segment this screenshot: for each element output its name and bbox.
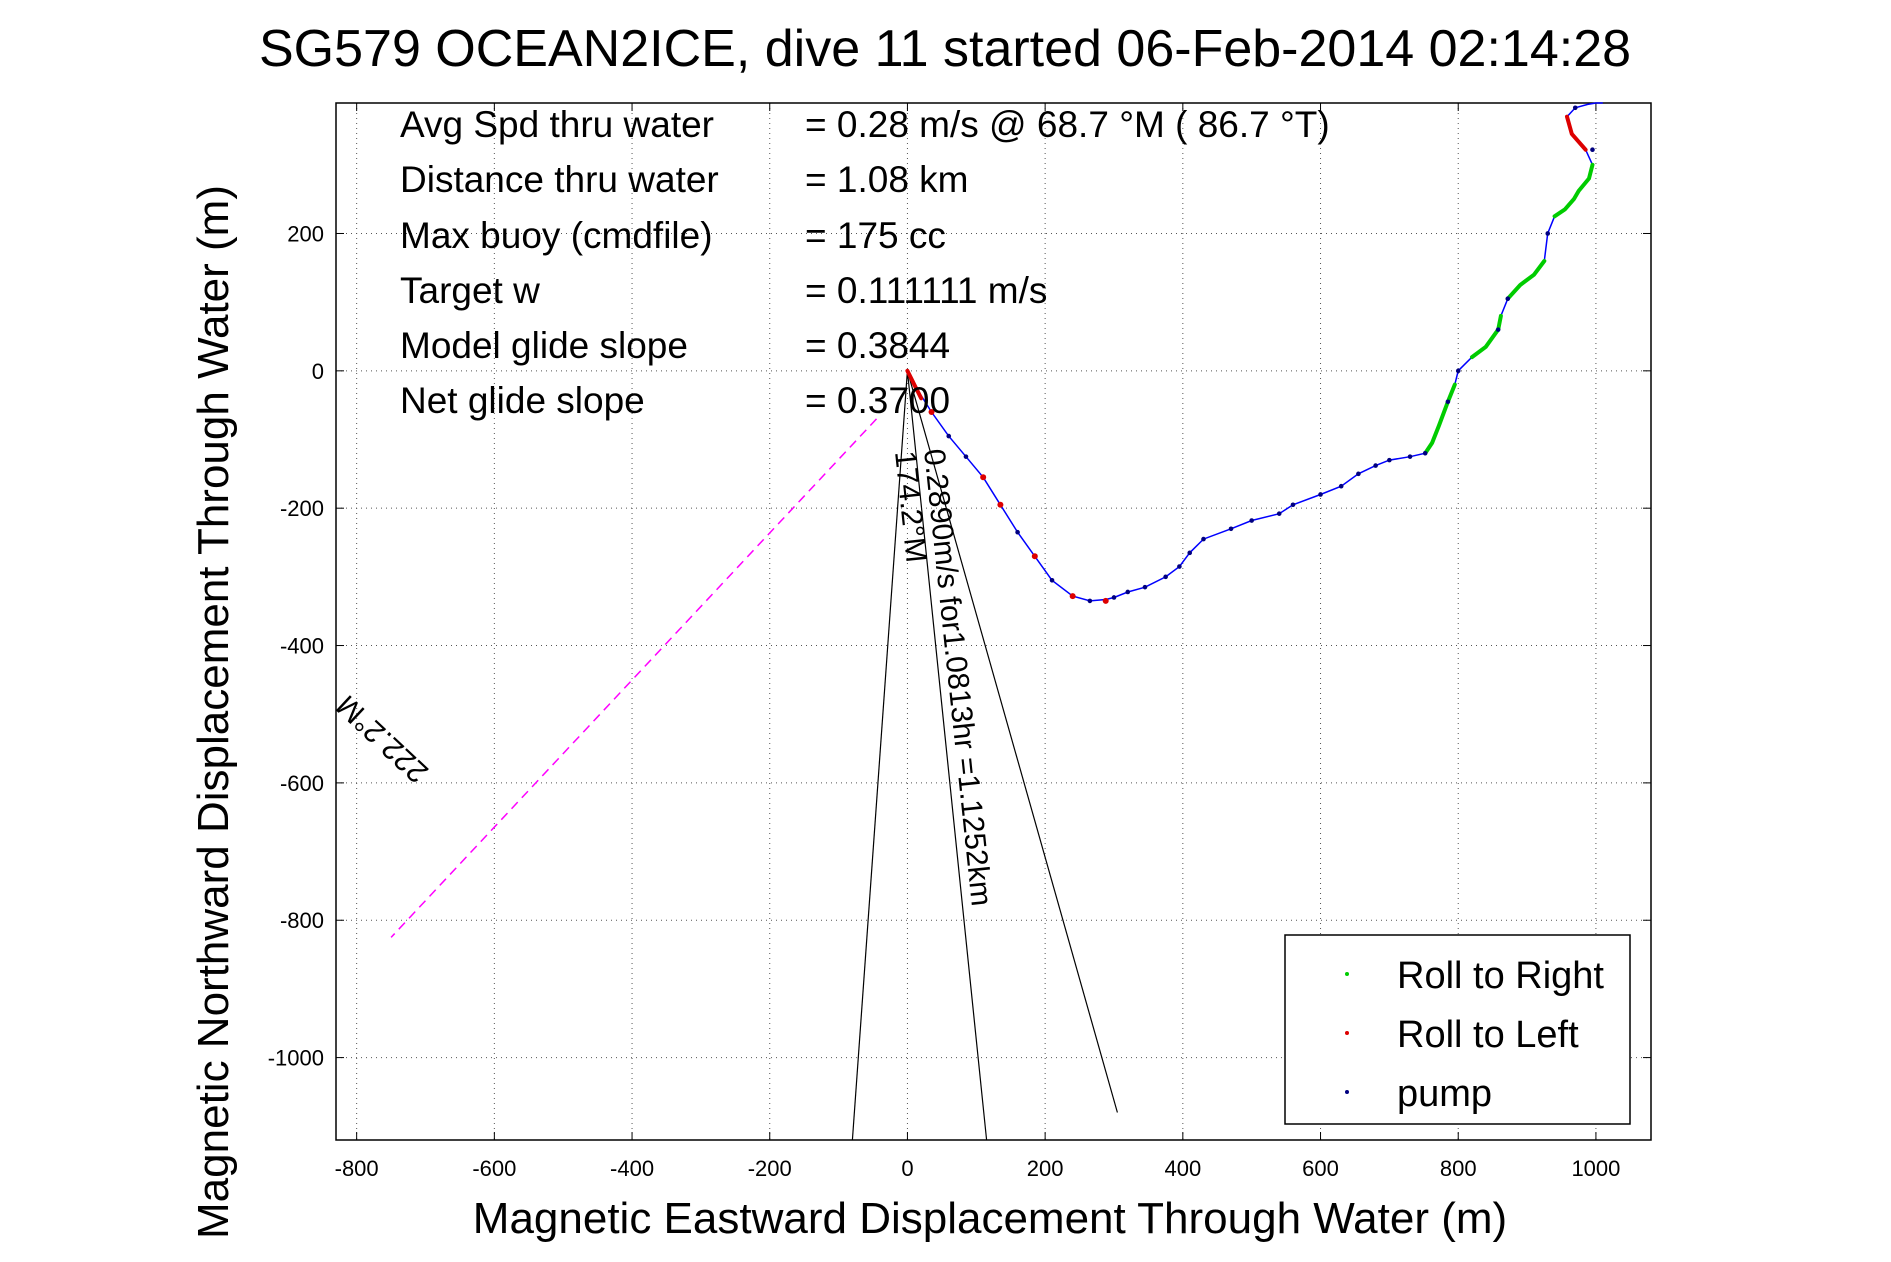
pump-point bbox=[1318, 492, 1323, 497]
legend-label-roll-left: Roll to Left bbox=[1397, 1014, 1579, 1056]
x-tick-label: -400 bbox=[610, 1156, 654, 1181]
info-value-5: = 0.3700 bbox=[805, 380, 950, 421]
pump-point bbox=[1125, 589, 1131, 595]
roll-left-point bbox=[928, 409, 935, 416]
x-tick-label: 800 bbox=[1440, 1156, 1477, 1181]
pump-point bbox=[1356, 471, 1361, 477]
info-value-1: = 1.08 km bbox=[805, 159, 969, 200]
legend-box bbox=[1284, 934, 1631, 1125]
x-tick-label: 1000 bbox=[1571, 1156, 1620, 1181]
pump-point bbox=[1015, 529, 1020, 535]
roll-right-segment bbox=[1423, 382, 1457, 456]
current-line bbox=[851, 370, 908, 1141]
y-tick-label: -1000 bbox=[268, 1046, 324, 1071]
pump-point bbox=[1087, 598, 1093, 604]
pump-point bbox=[1590, 147, 1595, 152]
x-tick-label: 200 bbox=[1027, 1156, 1064, 1181]
info-label-4: Model glide slope bbox=[400, 325, 688, 366]
pump-point bbox=[1422, 450, 1428, 456]
info-label-0: Avg Spd thru water bbox=[400, 104, 714, 145]
y-tick-label: -600 bbox=[280, 771, 324, 796]
info-value-0: = 0.28 m/s @ 68.7 °M ( 86.7 °T) bbox=[805, 104, 1330, 145]
current-line bbox=[906, 370, 1118, 1113]
legend-marker-roll-left bbox=[1345, 1031, 1349, 1035]
y-tick-label: -200 bbox=[280, 496, 324, 521]
pump-point bbox=[1445, 399, 1451, 405]
pump-point bbox=[1177, 564, 1182, 569]
legend-label-roll-right: Roll to Right bbox=[1397, 955, 1604, 997]
y-tick-label: 0 bbox=[312, 359, 324, 384]
pump-point bbox=[1249, 518, 1254, 523]
heading-dashed-line bbox=[390, 418, 878, 938]
info-label-2: Max buoy (cmdfile) bbox=[400, 215, 713, 256]
pump-point bbox=[1407, 454, 1413, 459]
pump-point bbox=[946, 433, 952, 439]
current-line bbox=[906, 370, 988, 1141]
pump-point bbox=[1455, 368, 1461, 374]
roll-right-segment bbox=[1505, 259, 1547, 301]
marker-layer bbox=[928, 105, 1595, 604]
pump-point bbox=[1545, 231, 1551, 236]
pump-point bbox=[1495, 327, 1501, 332]
x-tick-label: 0 bbox=[901, 1156, 913, 1181]
pump-point bbox=[1049, 577, 1055, 583]
y-axis-label: Magnetic Northward Displacement Through … bbox=[189, 185, 238, 1239]
roll-right-segment bbox=[1470, 313, 1503, 360]
plot-frame bbox=[335, 102, 1652, 1141]
pump-point bbox=[1142, 584, 1148, 590]
x-tick-label: 400 bbox=[1164, 1156, 1201, 1181]
chart-title: SG579 OCEAN2ICE, dive 11 started 06-Feb-… bbox=[259, 20, 1631, 78]
info-value-3: = 0.111111 m/s bbox=[805, 270, 1047, 311]
y-tick-label: -400 bbox=[280, 634, 324, 659]
x-tick-label: -200 bbox=[748, 1156, 792, 1181]
pump-point bbox=[963, 454, 969, 459]
roll-left-segment bbox=[1565, 114, 1588, 152]
info-label-1: Distance thru water bbox=[400, 159, 719, 200]
pump-point bbox=[1201, 536, 1206, 542]
pump-point bbox=[1387, 457, 1392, 463]
y-tick-label: -800 bbox=[280, 908, 324, 933]
pump-point bbox=[1228, 526, 1234, 532]
grid bbox=[336, 103, 1651, 1140]
roll-left-point bbox=[997, 501, 1004, 508]
roll-left-point bbox=[1102, 597, 1109, 604]
pump-point bbox=[1338, 483, 1344, 489]
pump-point bbox=[1290, 502, 1296, 508]
pump-point bbox=[1111, 595, 1117, 600]
pump-point bbox=[1163, 574, 1168, 580]
roll-left-point bbox=[1069, 593, 1076, 600]
x-axis-label: Magnetic Eastward Displacement Through W… bbox=[473, 1194, 1507, 1243]
info-block: Avg Spd thru water = 0.28 m/s @ 68.7 °M … bbox=[400, 104, 1330, 421]
legend-label-pump: pump bbox=[1397, 1073, 1492, 1115]
info-label-3: Target w bbox=[400, 270, 540, 311]
pump-point bbox=[1505, 296, 1511, 302]
x-tick-label: -800 bbox=[335, 1156, 379, 1181]
info-label-5: Net glide slope bbox=[400, 380, 645, 421]
x-tick-label: 600 bbox=[1302, 1156, 1339, 1181]
current-lines bbox=[851, 370, 1118, 1141]
pump-point bbox=[1373, 463, 1378, 468]
axes: -800 -600 -400 -200 0 200 400 600 800 1000 -1000 -8… bbox=[268, 102, 1652, 1181]
pump-point bbox=[1187, 550, 1193, 556]
info-value-2: = 175 cc bbox=[805, 215, 946, 256]
pump-point bbox=[1572, 105, 1578, 111]
pump-point bbox=[1276, 511, 1282, 516]
roll-left-point bbox=[980, 474, 987, 481]
roll-left-segment bbox=[905, 368, 924, 401]
info-value-4: = 0.3844 bbox=[805, 325, 950, 366]
y-tick-label: 200 bbox=[287, 221, 324, 246]
legend-marker-pump bbox=[1345, 1090, 1349, 1094]
roll-left-point bbox=[1031, 553, 1038, 560]
legend: Roll to Right Roll to Left pump bbox=[1284, 934, 1631, 1125]
x-tick-label: -600 bbox=[472, 1156, 516, 1181]
roll-right-segment bbox=[1552, 162, 1595, 219]
legend-marker-roll-right bbox=[1345, 972, 1349, 976]
heading-line bbox=[390, 418, 878, 938]
